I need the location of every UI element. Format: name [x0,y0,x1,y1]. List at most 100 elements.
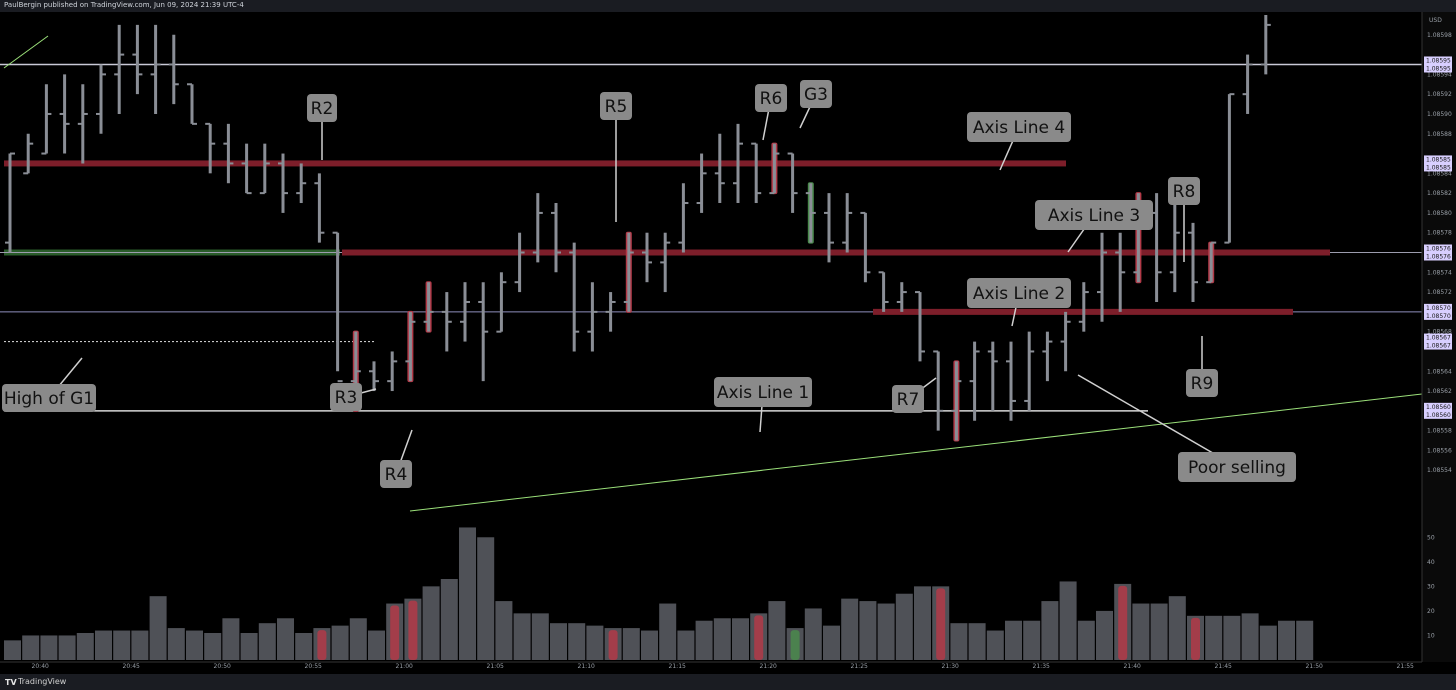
callout-box [1178,452,1296,482]
price-tick-label: 1.08556 [1427,447,1452,454]
axis-line-4-band [4,160,1066,167]
annotation-callout: Axis Line 4 [967,112,1071,171]
volume-bar [732,618,749,660]
price-tick-label: 1.08574 [1427,269,1452,276]
price-tick-label: 1.08590 [1427,111,1452,118]
publish-info: PaulBergin published on TradingView.com,… [4,1,244,9]
volume-bar [204,633,222,660]
volume-bar [186,630,203,660]
callout-label: Axis Line 1 [717,383,809,403]
callout-label: G3 [804,85,828,105]
volume-bar [659,603,677,660]
price-tick-label: 1.08598 [1427,32,1452,39]
ohlc-bar [733,123,743,204]
callout-label: Axis Line 4 [973,118,1065,138]
ohlc-bar [860,211,871,283]
time-tick-label: 21:25 [851,663,868,670]
price-tag-bg [1424,56,1452,73]
ohlc-bar [205,122,216,174]
ohlc-bar [460,282,470,342]
volume-bar [477,537,495,660]
ohlc-bar [915,291,925,362]
callout-label: R7 [897,390,920,410]
price-tag-bg [1424,244,1452,261]
ohlc-bar [605,292,616,332]
volume-bar [4,640,21,660]
volume-bar [58,635,76,660]
ohlc-bar [642,232,652,283]
ohlc-bar [259,143,270,195]
ohlc-bar [623,231,634,313]
footer-brand: TradingView [18,677,67,686]
callout-label: R8 [1173,182,1196,202]
annotation-callout: Poor selling [1077,374,1296,482]
volume-bar [1259,625,1277,660]
ohlc-bar [1060,311,1071,372]
volume-bar [40,635,58,660]
ohlc-bars [5,15,1271,442]
volume-bar [768,601,786,660]
volume-bar [131,630,149,660]
annotation-callout: Axis Line 3 [1035,200,1153,253]
price-tick-label: 1.08564 [1427,368,1452,375]
volume-tick-label: 20 [1427,608,1435,615]
callout-label: R2 [311,99,334,119]
annotation-callout: Axis Line 2 [967,278,1071,327]
callout-box [800,80,832,108]
volume-bar [349,618,367,660]
ohlc-bar [1169,203,1180,293]
annotation-callout: G3 [799,80,832,129]
volume-bar [459,527,476,660]
trend-line [409,393,1423,512]
volume-bar [841,598,859,660]
callout-label: R5 [605,97,628,117]
volume-bar [1023,620,1041,660]
ohlc-bar [751,142,762,204]
time-tick-label: 20:50 [214,663,231,670]
volume-bar [568,623,586,660]
price-tick-label: 1.08588 [1427,131,1452,138]
ohlc-bar [1206,241,1217,284]
ohlc-bar [805,182,816,244]
callout-pointer [1077,374,1238,468]
ohlc-bar [387,351,398,392]
callout-box [714,377,812,407]
price-tag-bg [1424,402,1452,419]
price-tag-label: 1.08560 [1426,412,1451,419]
callout-label: R6 [760,89,783,109]
volume-highlight [408,600,418,660]
annotation-callout: R4 [380,429,413,488]
volume-bar [149,596,167,660]
ohlc-bar [1115,232,1126,312]
volume-tick-label: 40 [1427,559,1435,566]
price-tag-label: 1.08595 [1426,65,1451,72]
ohlc-bar [1078,282,1089,332]
ohlc-bar [1006,341,1016,421]
volume-bar [76,633,94,660]
ohlc-bar [77,84,88,164]
ohlc-bar [41,84,52,155]
volume-highlight [608,630,618,660]
ohlc-bar [114,24,125,114]
ohlc-bar [1024,331,1035,411]
volume-bar [677,630,695,660]
volume-highlight [1191,617,1200,660]
ohlc-bar [660,232,671,293]
volume-highlight [1118,585,1128,660]
price-tick-label: 1.08568 [1427,329,1452,336]
callout-box [892,385,924,413]
volume-bars [4,527,1314,660]
price-tag-label: 1.08576 [1426,246,1451,253]
tradingview-logo-icon[interactable]: TV [5,678,17,687]
ohlc-bar [1151,193,1162,302]
volume-bar [1168,596,1186,660]
ohlc-bar [5,152,15,253]
volume-bar [258,623,276,660]
ohlc-bar [241,143,252,195]
callout-box [1186,369,1218,397]
time-scale: 20:40 20:45 20:50 20:55 21:00 21:05 21:10 21:15… [0,661,1422,670]
price-scale: USD 1.08598 1.08594 1.08592 1.08590 1.08588 1.… [1421,12,1456,662]
ohlc-bar [369,361,379,392]
annotation-callout: R2 [307,94,337,160]
